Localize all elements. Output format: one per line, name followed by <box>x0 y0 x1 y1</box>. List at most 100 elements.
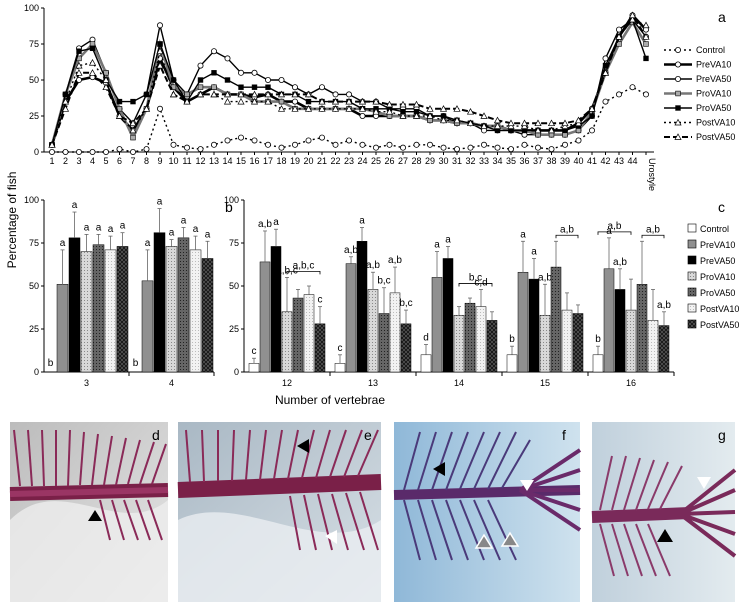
data-point <box>237 69 244 76</box>
grey-arrowhead-icon <box>474 533 494 549</box>
bar-preva10 <box>345 263 357 373</box>
data-point <box>643 91 650 98</box>
white-arrowhead-icon <box>697 477 711 489</box>
data-point <box>129 126 137 134</box>
data-point <box>345 97 353 105</box>
panel-a-x-tick-label: 8 <box>144 156 149 166</box>
bar-control <box>506 354 518 373</box>
data-point <box>237 97 245 105</box>
bar-postva10 <box>561 309 573 373</box>
legend-swatch <box>687 255 697 265</box>
data-point <box>278 144 285 151</box>
legend-marker <box>675 61 682 68</box>
panel-a-x-tick-label: 17 <box>263 156 273 166</box>
white-arrowhead-icon <box>325 530 337 544</box>
y-tick-label: 0 <box>234 367 239 377</box>
legend-label: Control <box>696 45 725 55</box>
data-point <box>467 144 474 151</box>
legend-marker <box>674 133 682 140</box>
data-point <box>588 105 596 112</box>
data-point <box>643 41 649 47</box>
data-point <box>304 90 313 98</box>
significance-label: d <box>423 332 429 343</box>
data-point <box>250 90 259 98</box>
data-point <box>372 144 379 151</box>
bar-prova10 <box>165 246 178 373</box>
data-point <box>224 55 231 62</box>
legend-label: ProVA10 <box>700 272 735 282</box>
data-point <box>76 77 83 84</box>
data-point <box>426 141 433 148</box>
significance-label: a,b,c <box>276 265 298 276</box>
data-point <box>142 105 151 112</box>
panel-a-x-tick-label: 21 <box>317 156 327 166</box>
data-point <box>331 105 340 112</box>
data-point <box>223 97 232 105</box>
data-point <box>224 77 231 83</box>
bar-postva50 <box>314 323 326 373</box>
legend-marker <box>674 118 682 126</box>
data-point <box>238 84 244 90</box>
x-tick-label: 13 <box>368 378 378 388</box>
bar-prova10 <box>80 251 93 373</box>
significance-label: a <box>205 229 211 240</box>
panel-a-x-tick-label: 24 <box>357 156 367 166</box>
data-point <box>616 26 623 33</box>
photo-label-f: f <box>562 427 566 443</box>
bar-preva50 <box>614 289 626 373</box>
significance-label: a,b <box>388 255 402 266</box>
photo-panel-f: f <box>393 422 582 602</box>
bar-prova10 <box>539 314 551 373</box>
data-point <box>494 144 501 151</box>
significance-bracket <box>555 234 579 239</box>
bar-control <box>334 363 346 373</box>
bar-postva50 <box>486 320 498 373</box>
photo-label-d: d <box>152 427 160 443</box>
significance-label: a,b <box>258 219 272 230</box>
bar-prova50 <box>177 237 190 373</box>
data-point <box>304 105 313 112</box>
significance-label: a,b <box>538 272 552 283</box>
significance-label: a <box>157 197 163 208</box>
panel-a-y-tick-label: 0 <box>34 147 39 157</box>
significance-label: a <box>96 222 102 233</box>
data-point <box>318 134 325 141</box>
legend-label: PreVA50 <box>700 256 735 266</box>
data-point <box>210 141 217 148</box>
bar-preva10 <box>259 261 271 373</box>
legend-marker <box>675 105 681 111</box>
panel-a-x-tick-label: 11 <box>182 156 191 166</box>
data-point <box>237 134 244 141</box>
legend-label: PreVA10 <box>700 240 735 250</box>
bar-preva10 <box>56 284 69 373</box>
panel-a-y-tick-label: 100 <box>24 3 39 13</box>
series-line-prova50 <box>51 18 647 145</box>
black-arrowhead-icon <box>297 439 309 453</box>
panel-a-x-tick-label: 22 <box>330 156 340 166</box>
data-point <box>156 47 164 55</box>
significance-bracket <box>286 271 321 275</box>
significance-label: c <box>338 343 343 354</box>
panel-a-x-tick-label: 41 <box>587 156 597 166</box>
data-point <box>453 105 461 112</box>
legend-label: PostVA50 <box>696 132 735 142</box>
panel-a-x-tick-label: 35 <box>506 156 516 166</box>
panel-a-x-tick-label: 12 <box>195 156 205 166</box>
data-point <box>331 97 340 105</box>
data-point <box>264 77 271 84</box>
panel-a-x-tick-label: 9 <box>157 156 162 166</box>
legend-swatch <box>687 223 697 233</box>
legend-label: PreVA50 <box>696 74 731 84</box>
panel-a-x-tick-label: 15 <box>236 156 246 166</box>
data-point <box>75 61 83 69</box>
data-point <box>345 105 353 112</box>
panel-a-x-tick-label: 14 <box>222 156 232 166</box>
data-point <box>628 11 637 19</box>
panel-a-x-tick-label: 23 <box>344 156 354 166</box>
data-point <box>62 91 69 98</box>
data-point <box>264 90 272 98</box>
data-point <box>62 148 69 155</box>
data-point <box>602 55 609 62</box>
legend-swatch <box>687 271 697 281</box>
